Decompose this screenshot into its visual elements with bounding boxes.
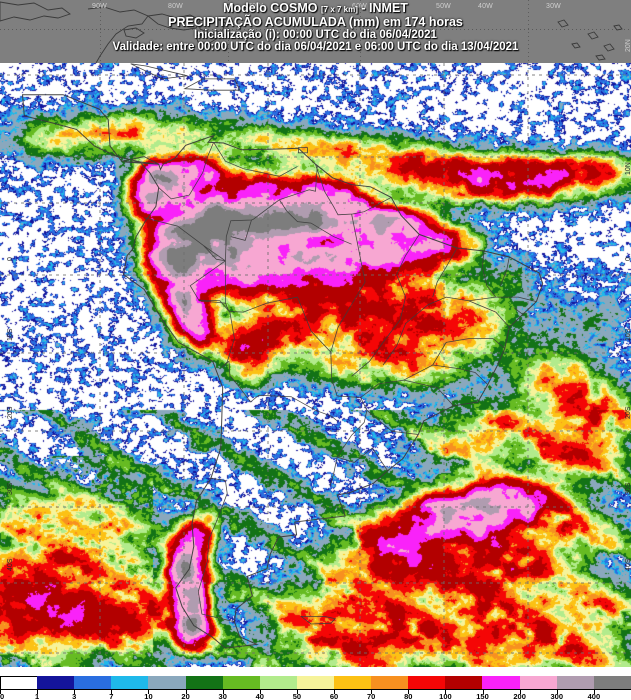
color-legend: 0 1 3 7 10 20 30 40 50 60 70 80 100 150 200 300 400	[0, 676, 631, 700]
lon-label-80w: 80W	[168, 3, 183, 10]
legend-tick-mark	[222, 690, 224, 694]
legend-tick-mark	[519, 690, 521, 694]
lat-label-10n-right: 10N	[625, 162, 631, 175]
header-gridline-30w	[0, 0, 631, 63]
lon-label-30w: 30W	[546, 3, 561, 10]
legend-tick-mark	[408, 690, 410, 694]
legend-tick-40: 40	[255, 692, 264, 700]
legend-tick-7: 7	[109, 692, 114, 700]
legend-baseline	[0, 689, 631, 690]
legend-swatch-70	[371, 676, 409, 690]
legend-tick-0: 0	[0, 692, 5, 700]
legend-tick-mark	[148, 690, 150, 694]
legend-tick-labels: 0 1 3 7 10 20 30 40 50 60 70 80 100 150 200 300 400	[0, 690, 631, 700]
legend-swatch-30	[222, 676, 260, 690]
lat-label-30s-left: 30S	[7, 482, 14, 495]
legend-tick-1: 1	[35, 692, 40, 700]
lon-label-60w: 60W	[352, 3, 367, 10]
legend-swatch-400	[593, 676, 631, 690]
lat-label-0-left: 0	[7, 257, 14, 261]
legend-tick-3: 3	[72, 692, 77, 700]
legend-swatch-40	[259, 676, 297, 690]
lon-label-70w: 70W	[248, 3, 263, 10]
legend-tick-30: 30	[218, 692, 227, 700]
legend-swatch-3	[74, 676, 112, 690]
legend-swatch-20	[185, 676, 223, 690]
lat-label-20s-right: 20S	[625, 406, 631, 419]
legend-tick-mark	[445, 690, 447, 694]
legend-tick-50: 50	[292, 692, 302, 700]
legend-tick-60: 60	[329, 692, 339, 700]
title-block: Modelo COSMO [7 x 7 km] - INMET PRECIPIT…	[0, 0, 631, 54]
legend-swatch-0	[0, 676, 38, 690]
legend-tick-mark	[593, 690, 595, 694]
legend-tick-20: 20	[181, 692, 190, 700]
title-variable-line: PRECIPITAÇÃO ACUMULADA (mm) em 174 horas	[168, 14, 463, 29]
model-name: Modelo COSMO	[223, 1, 318, 15]
legend-swatch-300	[556, 676, 594, 690]
lat-label-40s-left: 40S	[7, 558, 14, 571]
legend-tick-100: 100	[439, 692, 452, 700]
legend-tick-10: 10	[144, 692, 153, 700]
legend-swatch-10	[148, 676, 186, 690]
lat-label-30s-right: 30S	[625, 482, 631, 495]
legend-swatch-150	[482, 676, 520, 690]
model-resolution: [7 x 7 km]	[321, 5, 358, 14]
legend-swatch-100	[445, 676, 483, 690]
title-validity-line: Validade: entre 00:00 UTC do dia 06/04/2…	[112, 41, 519, 54]
legend-tick-mark	[482, 690, 484, 694]
legend-tick-mark	[74, 690, 76, 694]
legend-tick-200: 200	[513, 692, 526, 700]
precipitation-raster	[0, 63, 631, 667]
legend-tick-mark	[0, 690, 1, 694]
legend-tick-150: 150	[476, 692, 489, 700]
legend-swatch-80	[408, 676, 446, 690]
legend-swatch-50	[296, 676, 334, 690]
lon-label-40w: 40W	[478, 3, 493, 10]
lat-label-20s-left: 20S	[7, 406, 14, 419]
legend-tick-70: 70	[367, 692, 376, 700]
precipitation-map[interactable]: 10N 0 10S 20S 30S 40S 0 10S 20S 30S 40S	[0, 63, 631, 667]
legend-tick-400: 400	[587, 692, 601, 700]
title-model-line: Modelo COSMO [7 x 7 km] - INMET	[0, 0, 631, 16]
legend-swatch-200	[519, 676, 557, 690]
lon-label-50w: 50W	[436, 3, 451, 10]
legend-swatch-60	[333, 676, 372, 690]
header-coastline	[0, 1, 623, 63]
legend-swatch-7	[111, 676, 149, 690]
legend-tick-mark	[111, 690, 113, 694]
model-institution: - INMET	[361, 1, 408, 15]
lon-label-90w: 90W	[92, 3, 107, 10]
legend-color-bar	[0, 676, 631, 690]
legend-tick-mark	[556, 690, 558, 694]
lat-label-0-right: 0	[625, 257, 631, 261]
legend-tick-mark	[185, 690, 187, 694]
legend-tick-80: 80	[404, 692, 413, 700]
legend-tick-mark	[371, 690, 373, 694]
lat-label-10s-right: 10S	[625, 328, 631, 341]
legend-swatch-1	[37, 676, 75, 690]
map-header: 90W 80W 70W 60W 50W 40W 30W 20N Modelo C…	[0, 0, 631, 63]
legend-tick-mark	[259, 690, 261, 694]
lat-label-40s-right: 40S	[625, 558, 631, 571]
legend-tick-mark	[334, 690, 336, 694]
legend-tick-mark	[37, 690, 39, 694]
title-initialization-line: Inicialização (i): 00:00 UTC do dia 06/0…	[194, 29, 437, 41]
lat-label-10s-left: 10S	[7, 328, 14, 341]
legend-tick-300: 300	[550, 692, 564, 700]
legend-tick-mark	[296, 690, 298, 694]
